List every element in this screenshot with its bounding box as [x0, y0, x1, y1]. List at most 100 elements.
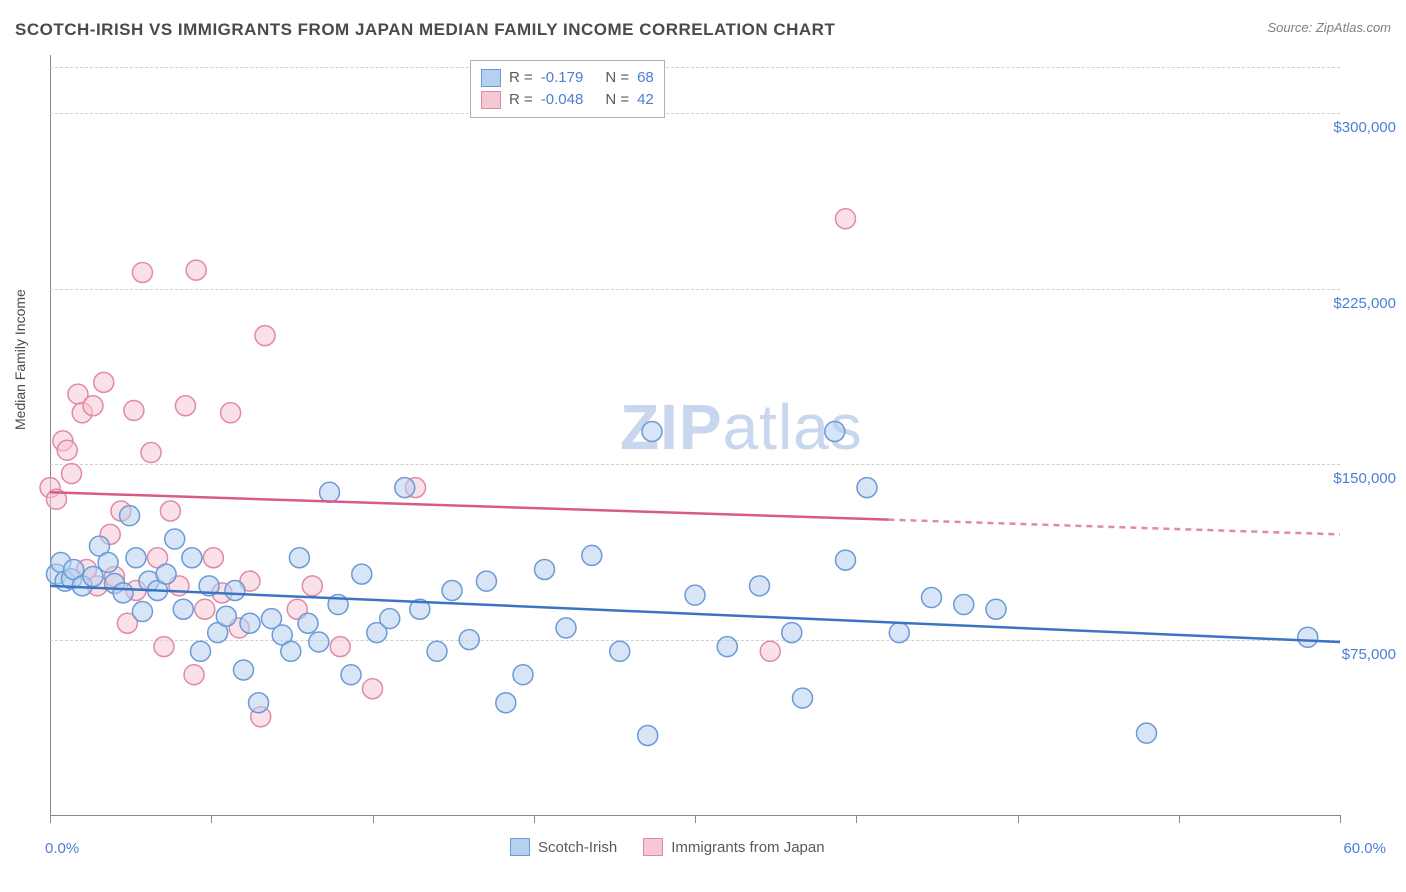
data-point: [132, 602, 152, 622]
x-tick: [1340, 815, 1341, 823]
data-point: [184, 665, 204, 685]
data-point: [954, 595, 974, 615]
y-tick-label: $225,000: [1333, 295, 1396, 312]
legend-r-label-2: R =: [509, 89, 533, 111]
data-point: [610, 641, 630, 661]
x-axis-max-label: 60.0%: [1343, 840, 1386, 857]
data-point: [1298, 627, 1318, 647]
data-point: [1137, 723, 1157, 743]
data-point: [156, 564, 176, 584]
x-tick: [695, 815, 696, 823]
data-point: [642, 421, 662, 441]
data-point: [582, 545, 602, 565]
data-point: [289, 548, 309, 568]
data-point: [793, 688, 813, 708]
data-point: [124, 400, 144, 420]
data-point: [352, 564, 372, 584]
data-point: [98, 552, 118, 572]
data-point: [173, 599, 193, 619]
legend-n-value-1: 68: [637, 67, 654, 89]
data-point: [363, 679, 383, 699]
swatch-scotch-irish: [481, 69, 501, 87]
series-legend: Scotch-Irish Immigrants from Japan: [510, 838, 825, 856]
data-point: [836, 550, 856, 570]
y-tick-label: $150,000: [1333, 470, 1396, 487]
data-point: [922, 588, 942, 608]
x-tick: [211, 815, 212, 823]
data-point: [760, 641, 780, 661]
y-tick-label: $75,000: [1342, 646, 1396, 663]
data-point: [750, 576, 770, 596]
y-axis-label: Median Family Income: [12, 289, 28, 430]
data-point: [380, 609, 400, 629]
data-point: [320, 482, 340, 502]
data-point: [782, 623, 802, 643]
data-point: [825, 421, 845, 441]
data-point: [62, 464, 82, 484]
data-point: [175, 396, 195, 416]
source-attribution: Source: ZipAtlas.com: [1267, 20, 1391, 35]
legend-n-value-2: 42: [637, 89, 654, 111]
data-point: [249, 693, 269, 713]
data-point: [94, 372, 114, 392]
data-point: [476, 571, 496, 591]
data-point: [889, 623, 909, 643]
swatch-japan: [481, 91, 501, 109]
data-point: [309, 632, 329, 652]
x-tick: [1018, 815, 1019, 823]
swatch-scotch-irish-b: [510, 838, 530, 856]
data-point: [240, 613, 260, 633]
chart-title: SCOTCH-IRISH VS IMMIGRANTS FROM JAPAN ME…: [15, 20, 835, 39]
data-point: [427, 641, 447, 661]
data-point: [141, 443, 161, 463]
data-point: [57, 440, 77, 460]
x-axis-min-label: 0.0%: [45, 840, 79, 857]
data-point: [341, 665, 361, 685]
data-point: [857, 478, 877, 498]
data-point: [986, 599, 1006, 619]
data-point: [191, 641, 211, 661]
x-tick: [1179, 815, 1180, 823]
data-point: [836, 209, 856, 229]
data-point: [154, 637, 174, 657]
data-point: [165, 529, 185, 549]
x-tick: [534, 815, 535, 823]
data-point: [302, 576, 322, 596]
data-point: [83, 396, 103, 416]
x-tick: [50, 815, 51, 823]
data-point: [221, 403, 241, 423]
data-point: [126, 548, 146, 568]
trend-line: [889, 520, 1341, 535]
legend-label-japan: Immigrants from Japan: [671, 839, 824, 856]
data-point: [182, 548, 202, 568]
data-point: [281, 641, 301, 661]
data-point: [132, 262, 152, 282]
data-point: [195, 599, 215, 619]
data-point: [186, 260, 206, 280]
x-tick: [373, 815, 374, 823]
correlation-legend: R = -0.179 N = 68 R = -0.048 N = 42: [470, 60, 665, 118]
data-point: [298, 613, 318, 633]
data-point: [459, 630, 479, 650]
legend-label-scotch-irish: Scotch-Irish: [538, 839, 617, 856]
data-point: [234, 660, 254, 680]
data-point: [513, 665, 533, 685]
data-point: [113, 583, 133, 603]
data-point: [638, 725, 658, 745]
legend-n-label-2: N =: [605, 89, 629, 111]
data-point: [535, 559, 555, 579]
data-point: [496, 693, 516, 713]
data-point: [395, 478, 415, 498]
data-point: [685, 585, 705, 605]
data-point: [160, 501, 180, 521]
swatch-japan-b: [643, 838, 663, 856]
legend-r-value-2: -0.048: [541, 89, 584, 111]
data-point: [225, 581, 245, 601]
x-tick: [856, 815, 857, 823]
y-tick-label: $300,000: [1333, 119, 1396, 136]
data-point: [216, 606, 236, 626]
data-point: [203, 548, 223, 568]
data-point: [556, 618, 576, 638]
data-point: [330, 637, 350, 657]
legend-r-value-1: -0.179: [541, 67, 584, 89]
